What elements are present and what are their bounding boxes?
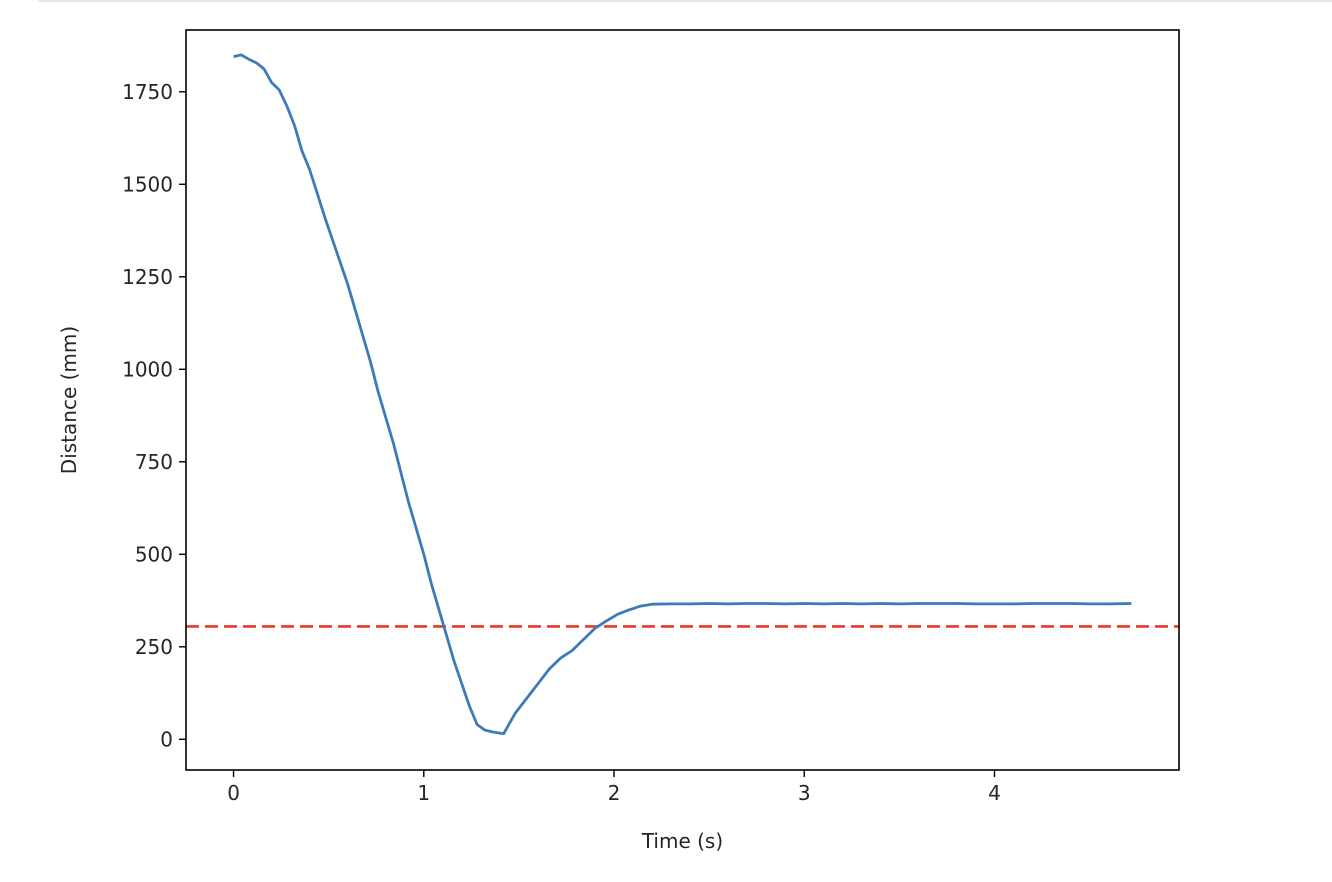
- y-tick-label: 1500: [122, 172, 173, 196]
- y-tick-label: 1000: [122, 357, 173, 381]
- y-tick-label: 1750: [122, 80, 173, 104]
- x-axis-title: Time (s): [641, 829, 723, 853]
- plot-frame: [185, 29, 1180, 771]
- x-tick-label: 2: [608, 781, 621, 805]
- y-tick-label: 0: [160, 727, 173, 751]
- y-tick-label: 250: [135, 635, 173, 659]
- x-tick-label: 1: [417, 781, 430, 805]
- series-line-1: [233, 53, 1132, 736]
- y-axis-title: Distance (mm): [57, 326, 81, 474]
- y-tick-label: 750: [135, 450, 173, 474]
- y-tick-label: 500: [135, 542, 173, 566]
- x-tick-label: 0: [227, 781, 240, 805]
- x-tick-label: 4: [988, 781, 1001, 805]
- x-tick-label: 3: [798, 781, 811, 805]
- y-tick-label: 1250: [122, 265, 173, 289]
- top-divider: [38, 0, 1332, 2]
